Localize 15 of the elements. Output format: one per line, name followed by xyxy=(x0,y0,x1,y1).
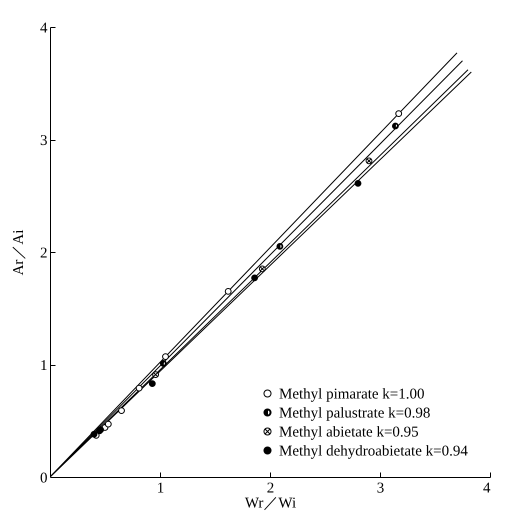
legend-label: Methyl palustrate k=0.98 xyxy=(279,406,430,422)
y-tick-label: 2 xyxy=(40,246,48,262)
y-tick-label: 4 xyxy=(40,20,48,36)
y-axis-title: Ar／Ai xyxy=(11,230,27,276)
y-tick-label: 0 xyxy=(40,470,48,486)
x-tick-label: 3 xyxy=(376,480,384,496)
legend-label: Methyl pimarate k=1.00 xyxy=(279,386,425,402)
y-tick-label: 1 xyxy=(40,358,48,374)
legend-label: Methyl dehydroabietate k=0.94 xyxy=(279,444,468,460)
legend-label: Methyl abietate k=0.95 xyxy=(279,424,419,440)
x-tick-label: 2 xyxy=(266,480,274,496)
x-tick-label: 1 xyxy=(156,480,164,496)
x-tick-label: 4 xyxy=(483,480,491,496)
x-axis-title: Wr／Wi xyxy=(244,496,296,512)
y-tick-label: 3 xyxy=(40,133,48,149)
